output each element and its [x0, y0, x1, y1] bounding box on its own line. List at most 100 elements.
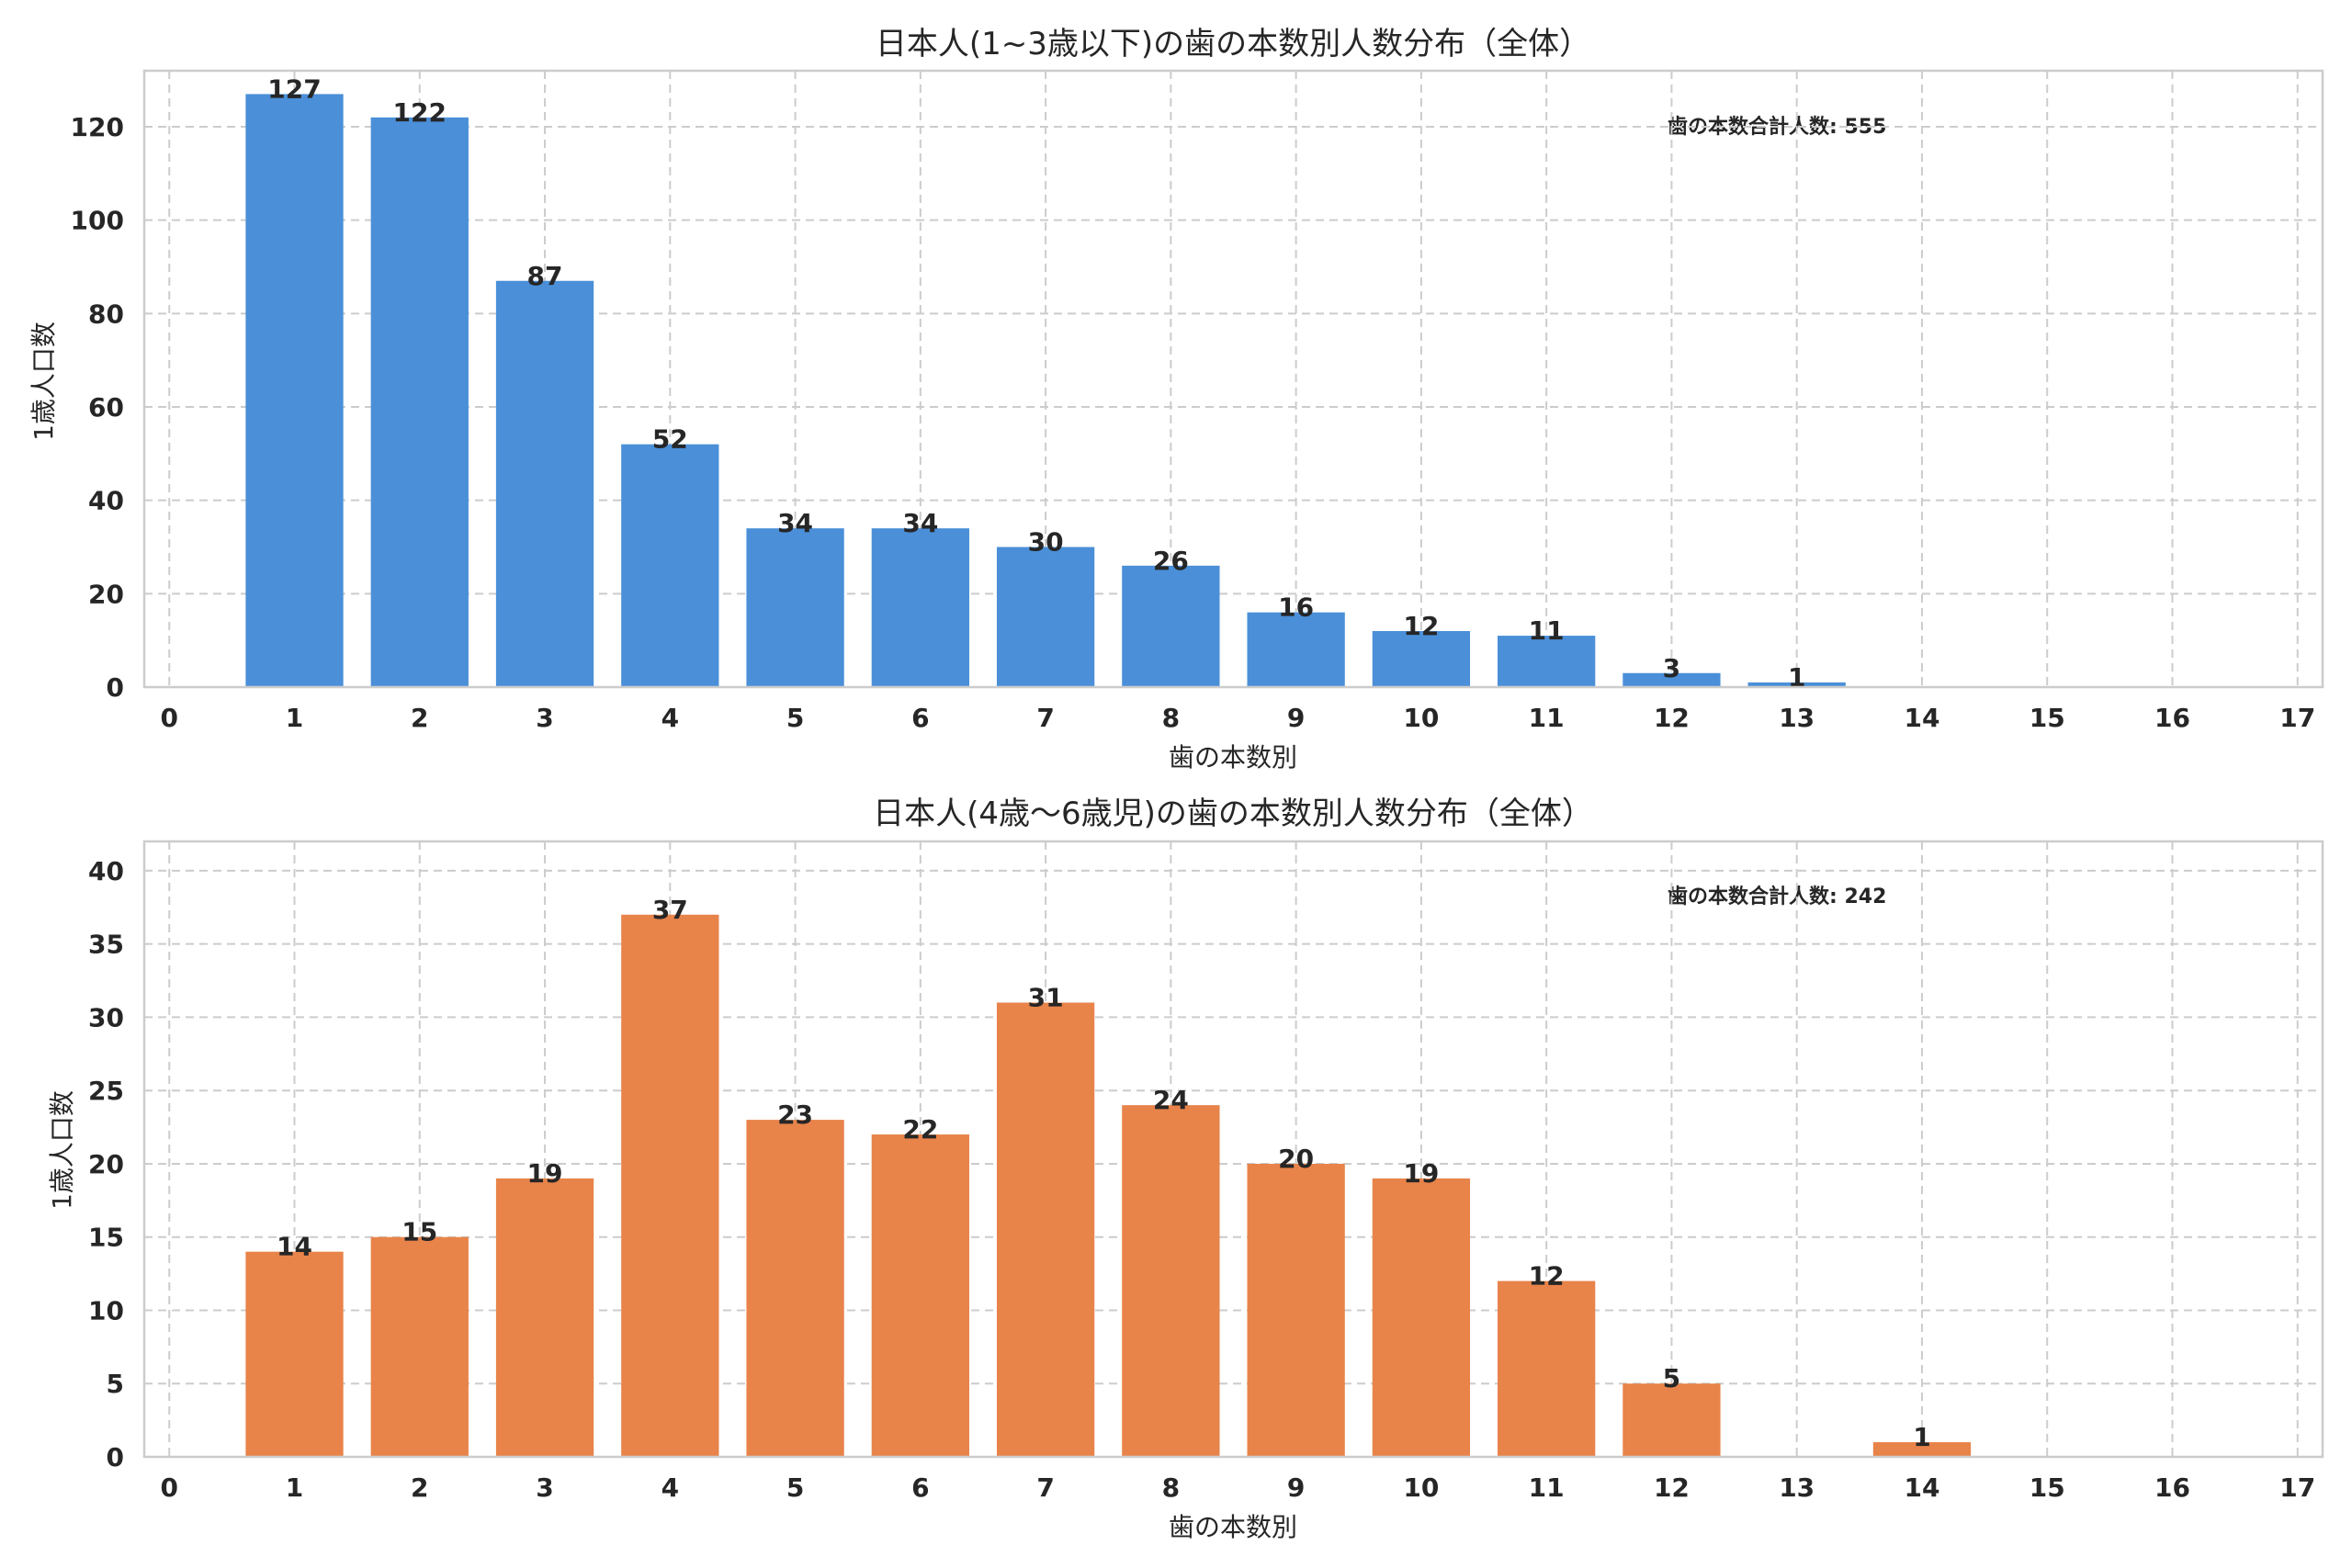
bar	[370, 117, 469, 688]
x-tick-label: 3	[536, 1472, 553, 1503]
x-tick-label: 11	[1529, 1472, 1565, 1503]
x-tick-label: 14	[1904, 703, 1939, 733]
bar	[1623, 672, 1721, 687]
x-tick-label: 9	[1287, 703, 1305, 733]
y-axis-label: 1歳人口数	[28, 321, 59, 441]
bar	[746, 528, 844, 687]
chart-title: 日本人(4歳〜6歳児)の歯の本数別人数分布（全体）	[873, 795, 1593, 832]
bar-value-label: 34	[777, 508, 813, 538]
y-tick-label: 40	[88, 486, 124, 516]
x-tick-label: 5	[786, 1472, 804, 1503]
plot-frame	[142, 840, 2324, 1459]
y-tick-labels: 0 5 10 15 20 25 30 35 40	[88, 856, 124, 1472]
data-labels: 127 122 87 52 34 34 30 26 16 12 11 3 1	[267, 73, 1805, 693]
x-tick-label: 13	[1779, 703, 1815, 733]
bar	[1498, 636, 1596, 687]
x-axis-label: 歯の本数別	[1169, 1512, 1297, 1542]
x-tick-label: 8	[1162, 1472, 1180, 1503]
bar	[621, 444, 719, 687]
y-tick-labels: 0 20 40 60 80 100 120	[71, 112, 124, 703]
bar	[1247, 612, 1345, 687]
x-tick-label: 1	[286, 703, 303, 733]
bar	[1247, 1163, 1345, 1457]
bar	[1122, 565, 1220, 687]
x-tick-label: 6	[911, 703, 929, 733]
bar-value-label: 24	[1153, 1085, 1189, 1115]
x-tick-label: 1	[286, 1472, 303, 1503]
bar-value-label: 37	[652, 895, 688, 925]
bar	[495, 280, 594, 687]
bar	[1872, 1442, 1972, 1457]
y-tick-label: 30	[88, 1002, 124, 1032]
x-tick-label: 12	[1654, 703, 1690, 733]
data-labels: 14 15 19 37 23 22 31 24 20 19 12 5 1	[277, 895, 1931, 1452]
bar-value-label: 34	[902, 508, 938, 538]
bar	[495, 1178, 594, 1457]
bar-value-label: 26	[1153, 546, 1189, 576]
x-tick-label: 5	[786, 703, 804, 733]
bar	[871, 1134, 969, 1457]
bars	[245, 94, 1846, 688]
x-tick-label: 15	[2030, 703, 2065, 733]
bar-value-label: 52	[652, 424, 688, 455]
y-tick-label: 0	[107, 1442, 124, 1472]
bar	[996, 1002, 1095, 1457]
bar	[370, 1236, 469, 1457]
x-tick-label: 11	[1529, 703, 1565, 733]
x-tick-label: 16	[2154, 1472, 2190, 1503]
bar-value-label: 1	[1913, 1422, 1930, 1452]
total-annotation: 歯の本数合計人数: 242	[1668, 885, 1886, 908]
bar-value-label: 19	[527, 1158, 563, 1189]
bar-value-label: 15	[401, 1217, 437, 1247]
x-tick-label: 14	[1904, 1472, 1939, 1503]
x-tick-labels: 0 1 2 3 4 5 6 7 8 9 10 11 12 13 14 15 16 17	[161, 1472, 2316, 1503]
bar	[1372, 1178, 1471, 1457]
bar	[621, 914, 719, 1457]
plot-frame	[142, 69, 2324, 689]
x-tick-labels: 0 1 2 3 4 5 6 7 8 9 10 11 12 13 14 15 16 17	[161, 703, 2316, 733]
x-tick-label: 2	[411, 1472, 428, 1503]
bar-value-label: 12	[1403, 611, 1439, 641]
bar	[1623, 1383, 1721, 1457]
x-tick-label: 4	[662, 703, 679, 733]
y-tick-label: 15	[88, 1223, 124, 1253]
x-tick-label: 10	[1403, 703, 1439, 733]
bar-value-label: 122	[393, 97, 447, 128]
chart-title: 日本人(1~3歳以下)の歯の本数別人数分布（全体）	[876, 26, 1590, 62]
x-tick-label: 7	[1036, 1472, 1054, 1503]
x-tick-label: 4	[662, 1472, 679, 1503]
bar	[245, 94, 344, 687]
bar-value-label: 16	[1278, 592, 1314, 623]
bar-value-label: 87	[527, 261, 563, 291]
bar-value-label: 11	[1529, 615, 1565, 646]
bar-value-label: 5	[1663, 1363, 1680, 1393]
bar-value-label: 22	[902, 1114, 938, 1145]
bar-value-label: 1	[1788, 662, 1805, 693]
grid	[144, 841, 2323, 1458]
x-tick-label: 16	[2154, 703, 2190, 733]
bar-value-label: 12	[1529, 1261, 1565, 1292]
y-axis-label: 1歳人口数	[47, 1090, 77, 1210]
bar	[1498, 1280, 1596, 1457]
y-tick-label: 5	[107, 1369, 124, 1399]
chart-panel-bottom: 日本人(4歳〜6歳児)の歯の本数別人数分布（全体） 歯の本数別 1歳人口数 歯の…	[47, 795, 2324, 1542]
bar	[245, 1251, 344, 1457]
bar-value-label: 19	[1403, 1158, 1439, 1189]
x-tick-label: 13	[1779, 1472, 1815, 1503]
x-tick-label: 12	[1654, 1472, 1690, 1503]
x-tick-label: 15	[2030, 1472, 2065, 1503]
bar	[1372, 631, 1471, 687]
x-tick-label: 2	[411, 703, 428, 733]
bar-value-label: 127	[267, 73, 321, 104]
x-tick-label: 17	[2279, 1472, 2315, 1503]
y-tick-label: 80	[88, 299, 124, 329]
x-tick-label: 6	[911, 1472, 929, 1503]
x-tick-label: 7	[1036, 703, 1054, 733]
chart-panel-top: 日本人(1~3歳以下)の歯の本数別人数分布（全体） 歯の本数別 1歳人口数 歯の…	[28, 26, 2324, 773]
bars	[245, 914, 1972, 1457]
y-tick-label: 35	[88, 930, 124, 960]
x-tick-label: 3	[536, 703, 553, 733]
y-tick-label: 40	[88, 856, 124, 886]
x-tick-label: 0	[161, 703, 178, 733]
